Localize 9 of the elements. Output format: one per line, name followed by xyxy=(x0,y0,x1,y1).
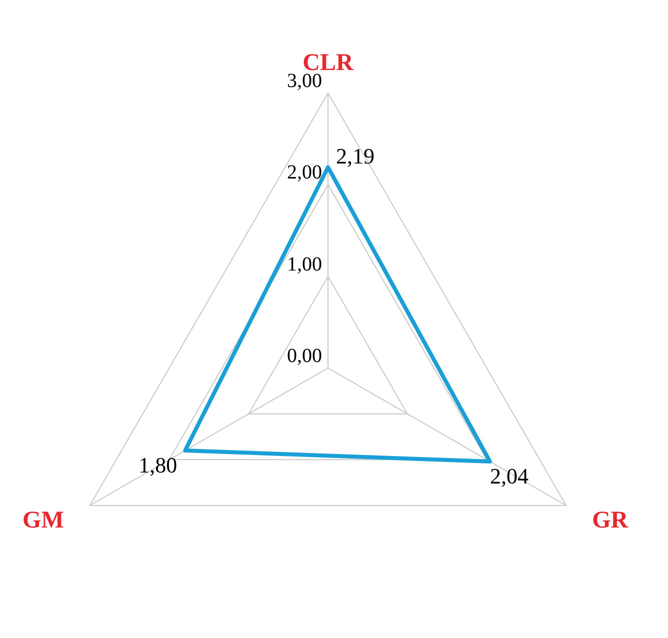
y-tick-label: 0,00 xyxy=(287,345,322,367)
spoke-label: GM xyxy=(22,508,64,534)
data-label: 2,04 xyxy=(490,464,528,488)
data-label: 1,80 xyxy=(138,452,178,478)
spoke-label: GR xyxy=(592,508,629,534)
y-tick-label: 3,00 xyxy=(287,70,322,92)
y-tick-label: 2,00 xyxy=(287,162,322,184)
y-tick-label: 1,00 xyxy=(287,253,322,276)
data-label: 2,19 xyxy=(336,143,374,168)
